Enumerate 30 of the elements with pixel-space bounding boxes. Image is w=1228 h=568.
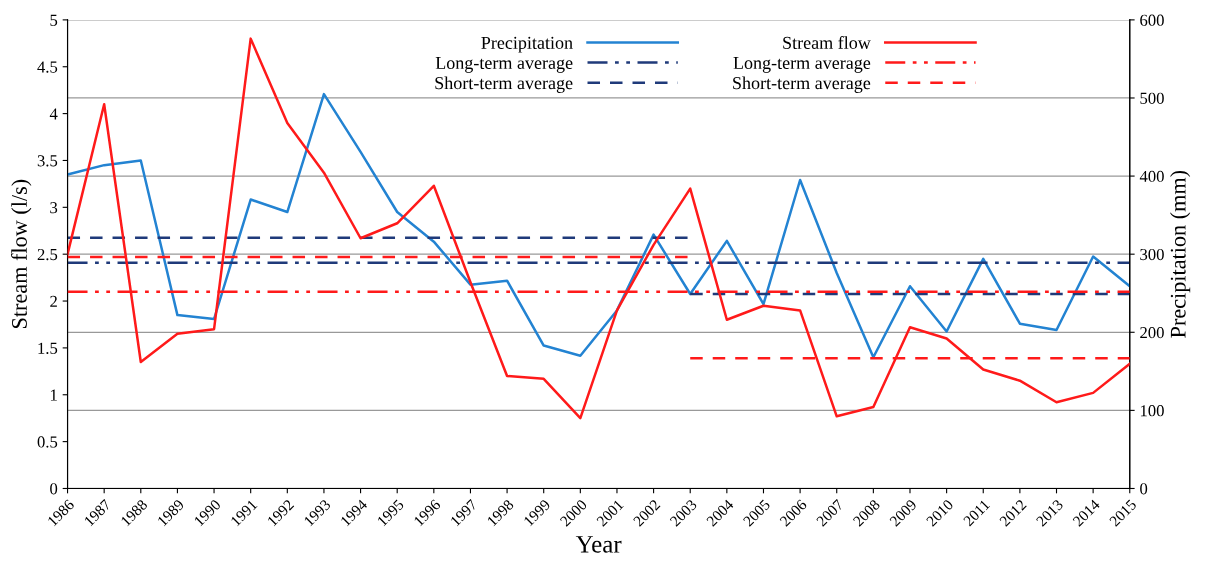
y2-tick-label: 100 bbox=[1140, 405, 1164, 417]
y2-tick-label: 0 bbox=[1140, 483, 1148, 495]
legend-label: Long-term average bbox=[733, 57, 871, 73]
line-series bbox=[67, 92, 1130, 359]
y2-axis-title: Precipitation (mm) bbox=[1170, 170, 1191, 338]
legend-label: Short-term average bbox=[435, 76, 573, 93]
legend-label: Precipitation bbox=[481, 36, 573, 53]
y-tick-label: 2 bbox=[50, 295, 57, 307]
y-tick-label: 3.5 bbox=[37, 155, 58, 167]
y-tick-label: 2.5 bbox=[37, 248, 58, 261]
legend-label: Stream flow bbox=[783, 36, 871, 49]
y-tick-label: 3 bbox=[50, 202, 58, 214]
y-axis-title: Stream flow (l/s) bbox=[11, 179, 32, 328]
y2-tick-label: 500 bbox=[1140, 92, 1164, 104]
legend-label: Short-term average bbox=[733, 76, 871, 93]
y-tick-label: 4 bbox=[49, 108, 58, 120]
y2-tick-label: 600 bbox=[1140, 14, 1164, 26]
x-tick-label: 2011 bbox=[962, 499, 991, 527]
y2-tick-label: 400 bbox=[1139, 170, 1164, 183]
y-tick-label: 5 bbox=[50, 14, 58, 26]
x-tick-label: 1991 bbox=[230, 499, 258, 527]
y-tick-label: 0 bbox=[50, 483, 58, 495]
y-tick-label: 0.5 bbox=[37, 436, 58, 448]
legend-label: Long-term average bbox=[435, 57, 573, 73]
x-axis-title: Year bbox=[575, 536, 622, 553]
y-tick-label: 4.5 bbox=[37, 61, 58, 73]
y2-tick-label: 200 bbox=[1140, 326, 1164, 339]
y-tick-label: 1 bbox=[50, 389, 57, 401]
y-tick-label: 1.5 bbox=[38, 342, 58, 354]
y2-tick-label: 300 bbox=[1140, 248, 1164, 261]
